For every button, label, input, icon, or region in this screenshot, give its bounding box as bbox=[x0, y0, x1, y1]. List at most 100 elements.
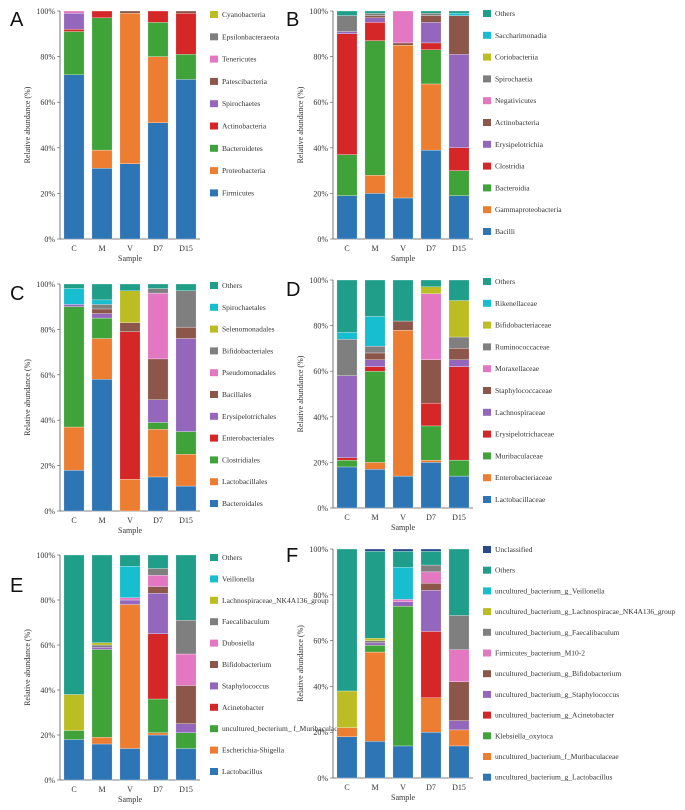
legend-swatch bbox=[210, 456, 218, 464]
legend-swatch bbox=[210, 189, 218, 197]
legend-entry: Staphylococcus bbox=[222, 681, 269, 690]
y-tick-label: 60% bbox=[40, 641, 55, 650]
chart-panel-f: F 0% 20% 40% 60% 80% 100% Relative abundance (%… bbox=[286, 545, 676, 802]
legend-swatch bbox=[210, 391, 218, 398]
y-tick-label: 40% bbox=[313, 682, 328, 691]
legend-entry: Tenericutes bbox=[222, 55, 257, 64]
bar-segment-c-3 bbox=[336, 154, 358, 196]
legend-entry: Bacillales bbox=[222, 390, 252, 399]
legend-swatch bbox=[210, 144, 218, 152]
y-tick-label: 40% bbox=[40, 686, 55, 695]
bar-segment-d15-3 bbox=[448, 170, 470, 196]
y-tick-label: 20% bbox=[313, 728, 328, 737]
bar-segment-v-7 bbox=[119, 597, 141, 601]
legend-swatch bbox=[483, 119, 491, 126]
legend-swatch bbox=[210, 412, 218, 420]
x-axis-label: Sample bbox=[391, 793, 415, 802]
x-tick-label: C bbox=[344, 783, 349, 792]
bar-segment-c-8 bbox=[336, 339, 358, 376]
legend-entry: Firmicutes_bacterium_M10-2 bbox=[495, 649, 585, 658]
bar-segment-d7-8 bbox=[147, 568, 169, 576]
x-tick-label: D7 bbox=[426, 513, 436, 522]
bar-segment-d15-8 bbox=[448, 336, 470, 349]
bar-segment-d15-11 bbox=[448, 279, 470, 301]
y-tick-label: 100% bbox=[309, 7, 328, 16]
legend-swatch bbox=[210, 122, 218, 130]
bar-segment-c-10 bbox=[63, 288, 85, 305]
legend-swatch bbox=[483, 649, 491, 657]
legend-swatch bbox=[210, 282, 218, 289]
bar-segment-d7-8 bbox=[420, 564, 442, 573]
bar-segment-c-11 bbox=[63, 554, 85, 695]
bar-segment-m-6 bbox=[364, 352, 386, 360]
legend-swatch bbox=[483, 732, 491, 740]
legend-entry: uncultured_bacterium_g_Lactobacillus bbox=[495, 773, 613, 782]
bar-segment-c-3 bbox=[63, 730, 85, 740]
bar-segment-m-9 bbox=[91, 642, 113, 646]
bar-segment-d15-3 bbox=[448, 459, 470, 477]
legend-entry: Erysipelotrichales bbox=[222, 412, 276, 421]
legend-swatch bbox=[210, 478, 218, 486]
x-tick-label: M bbox=[371, 783, 378, 792]
legend-entry: Muribaculaceae bbox=[495, 451, 544, 460]
bar-segment-m-2 bbox=[364, 462, 386, 470]
legend-entry: Spirochaetia bbox=[495, 74, 533, 83]
y-tick-label: 20% bbox=[40, 189, 55, 198]
bar-segment-d15-7 bbox=[448, 649, 470, 682]
legend-swatch bbox=[483, 321, 491, 329]
bar-segment-d7-7 bbox=[147, 292, 169, 360]
legend-swatch bbox=[483, 773, 491, 781]
legend-entry: Unclassified bbox=[495, 545, 533, 554]
legend-swatch bbox=[483, 496, 491, 503]
y-tick-label: 80% bbox=[313, 322, 328, 331]
bar-segment-m-10 bbox=[91, 299, 113, 305]
bar-segment-d7-5 bbox=[147, 399, 169, 423]
legend-swatch bbox=[483, 566, 491, 574]
legend-entry: Dubosiella bbox=[222, 639, 255, 648]
y-axis-label: Relative abundance (%) bbox=[296, 355, 305, 432]
bar-segment-d15-6 bbox=[448, 348, 470, 360]
bar-segment-d7-2 bbox=[147, 429, 169, 478]
bar-segment-v-10 bbox=[392, 567, 414, 600]
x-tick-label: V bbox=[400, 783, 406, 792]
bar-segment-v-1 bbox=[392, 475, 414, 509]
bar-segment-d15-7 bbox=[175, 653, 197, 686]
bar-segment-d15-10 bbox=[448, 13, 470, 16]
bar-segment-v-3 bbox=[392, 606, 414, 747]
bar-segment-c-5 bbox=[63, 304, 85, 307]
bar-segment-d7-11 bbox=[420, 10, 442, 14]
legend-entry: Selenomonadales bbox=[222, 325, 275, 334]
bar-segment-v-11 bbox=[119, 283, 141, 291]
legend-swatch bbox=[210, 703, 218, 711]
legend-entry: Bifidobacterium bbox=[222, 660, 271, 669]
bar-segment-d15-1 bbox=[448, 475, 470, 509]
legend-entry: Enterobacteriales bbox=[222, 434, 274, 443]
legend-swatch bbox=[483, 299, 491, 307]
bar-segment-m-1 bbox=[364, 193, 386, 240]
bar-segment-m-6 bbox=[91, 308, 113, 314]
bar-segment-d15-2 bbox=[175, 454, 197, 487]
bar-segment-d7-3 bbox=[420, 425, 442, 461]
bar-segment-d15-5 bbox=[448, 54, 470, 148]
y-axis-label: Relative abundance (%) bbox=[23, 86, 32, 163]
y-tick-label: 0% bbox=[317, 235, 328, 244]
bar-segment-v-6 bbox=[392, 42, 414, 46]
bar-segment-d7-4 bbox=[147, 633, 169, 700]
bar-segment-m-5 bbox=[364, 359, 386, 367]
bar-segment-d15-4 bbox=[175, 13, 197, 55]
legend-entry: Clostridia bbox=[495, 162, 525, 171]
bar-segment-d7-4 bbox=[420, 631, 442, 699]
legend-swatch bbox=[210, 746, 218, 754]
bar-segment-c-4 bbox=[336, 457, 358, 461]
bar-segment-c-1 bbox=[63, 74, 85, 240]
y-tick-label: 20% bbox=[40, 462, 55, 471]
bar-segment-d15-4 bbox=[448, 366, 470, 461]
legend-swatch bbox=[483, 546, 491, 553]
bar-segment-v-6 bbox=[119, 322, 141, 332]
x-tick-label: D7 bbox=[153, 785, 163, 794]
legend-entry: Faecalibaculum bbox=[222, 617, 270, 626]
legend-entry: Lactobacillales bbox=[222, 477, 267, 486]
bar-segment-d7-11 bbox=[147, 554, 169, 569]
x-tick-label: M bbox=[371, 513, 378, 522]
y-tick-label: 100% bbox=[309, 545, 328, 554]
